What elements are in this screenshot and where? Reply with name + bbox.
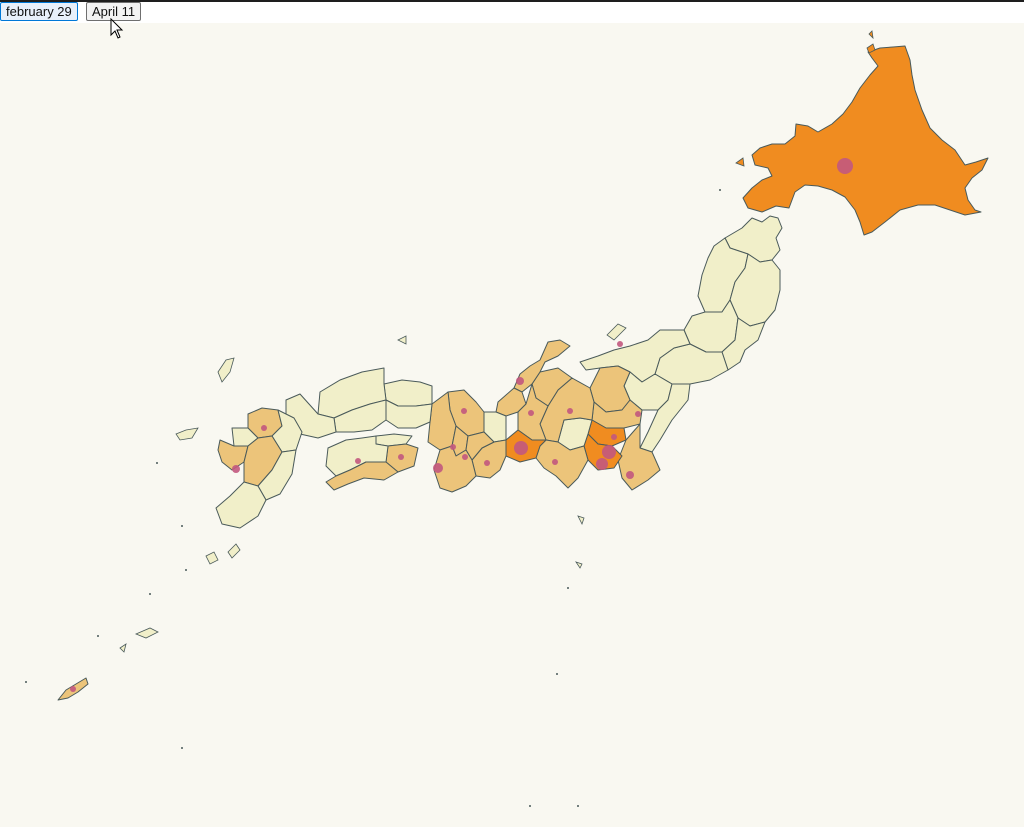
prefecture-kochi[interactable] (325, 461, 399, 491)
prefecture-hokkaido[interactable] (742, 45, 989, 236)
prefecture-miyagi[interactable] (721, 317, 766, 371)
prefecture-miyazaki[interactable] (257, 449, 297, 501)
prefecture-ishikawa[interactable] (513, 339, 571, 393)
prefecture-hiroshima[interactable] (333, 399, 387, 433)
case-markers (70, 158, 853, 692)
date-button-february-29[interactable]: february 29 (0, 2, 78, 21)
date-controls: february 29 April 11 (0, 2, 1024, 23)
prefecture-shizuoka[interactable] (535, 439, 589, 489)
prefecture-kagoshima[interactable] (215, 481, 267, 529)
prefecture-ehime[interactable] (325, 435, 389, 477)
mouse-pointer-icon (110, 18, 124, 39)
japan-choropleth-map (25, 30, 989, 807)
window-top-border (0, 0, 1024, 2)
date-button-april-11[interactable]: April 11 (86, 2, 142, 21)
prefecture-okayama[interactable] (385, 399, 433, 429)
